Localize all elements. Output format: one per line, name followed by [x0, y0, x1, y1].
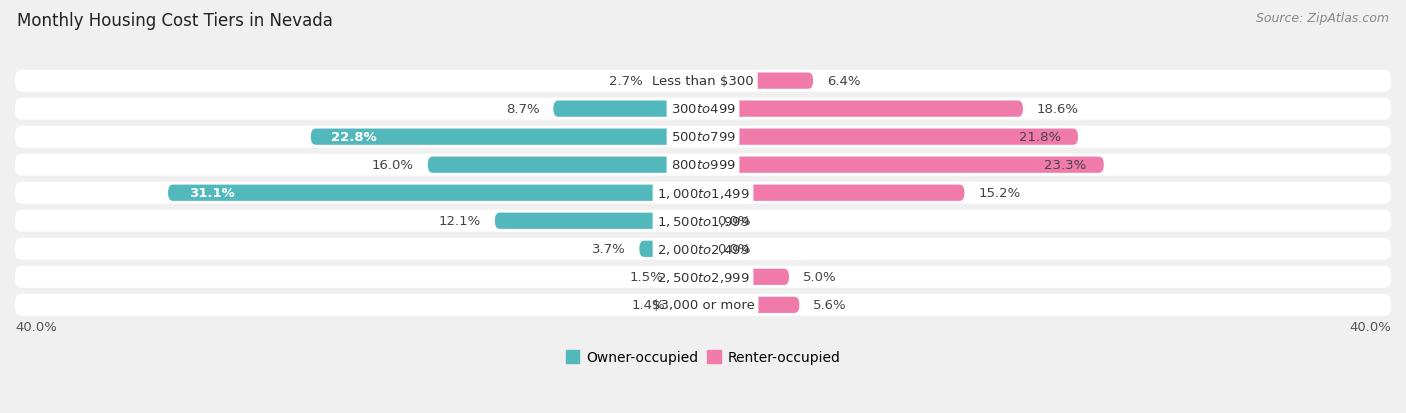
Text: 6.4%: 6.4% — [827, 75, 860, 88]
Text: 21.8%: 21.8% — [1018, 131, 1060, 144]
FancyBboxPatch shape — [15, 266, 1391, 288]
Text: 1.5%: 1.5% — [630, 271, 664, 284]
FancyBboxPatch shape — [169, 185, 703, 202]
Text: 3.7%: 3.7% — [592, 243, 626, 256]
Text: 23.3%: 23.3% — [1045, 159, 1087, 172]
FancyBboxPatch shape — [657, 74, 703, 90]
Text: 1.4%: 1.4% — [631, 299, 665, 311]
FancyBboxPatch shape — [15, 183, 1391, 204]
Text: 40.0%: 40.0% — [1350, 320, 1391, 333]
FancyBboxPatch shape — [703, 185, 965, 202]
FancyBboxPatch shape — [15, 126, 1391, 148]
Text: $2,000 to $2,499: $2,000 to $2,499 — [657, 242, 749, 256]
Text: $1,500 to $1,999: $1,500 to $1,999 — [657, 214, 749, 228]
Text: $3,000 or more: $3,000 or more — [651, 299, 755, 311]
FancyBboxPatch shape — [495, 213, 703, 229]
FancyBboxPatch shape — [15, 294, 1391, 316]
FancyBboxPatch shape — [15, 210, 1391, 232]
FancyBboxPatch shape — [703, 157, 1104, 173]
Legend: Owner-occupied, Renter-occupied: Owner-occupied, Renter-occupied — [560, 345, 846, 370]
Text: $500 to $799: $500 to $799 — [671, 131, 735, 144]
Text: 12.1%: 12.1% — [439, 215, 481, 228]
FancyBboxPatch shape — [640, 241, 703, 257]
Text: 18.6%: 18.6% — [1036, 103, 1078, 116]
Text: 5.0%: 5.0% — [803, 271, 837, 284]
Text: $1,000 to $1,499: $1,000 to $1,499 — [657, 186, 749, 200]
FancyBboxPatch shape — [703, 269, 789, 285]
Text: 5.6%: 5.6% — [813, 299, 846, 311]
FancyBboxPatch shape — [678, 269, 703, 285]
FancyBboxPatch shape — [703, 129, 1078, 145]
FancyBboxPatch shape — [15, 154, 1391, 176]
Text: 0.0%: 0.0% — [717, 243, 751, 256]
Text: Less than $300: Less than $300 — [652, 75, 754, 88]
FancyBboxPatch shape — [703, 74, 813, 90]
Text: 15.2%: 15.2% — [979, 187, 1021, 200]
FancyBboxPatch shape — [427, 157, 703, 173]
FancyBboxPatch shape — [703, 297, 800, 313]
FancyBboxPatch shape — [311, 129, 703, 145]
FancyBboxPatch shape — [679, 297, 703, 313]
Text: 2.7%: 2.7% — [609, 75, 643, 88]
Text: Monthly Housing Cost Tiers in Nevada: Monthly Housing Cost Tiers in Nevada — [17, 12, 333, 30]
Text: 22.8%: 22.8% — [332, 131, 377, 144]
Text: $800 to $999: $800 to $999 — [671, 159, 735, 172]
Text: Source: ZipAtlas.com: Source: ZipAtlas.com — [1256, 12, 1389, 25]
Text: 0.0%: 0.0% — [717, 215, 751, 228]
Text: $300 to $499: $300 to $499 — [671, 103, 735, 116]
Text: 8.7%: 8.7% — [506, 103, 540, 116]
Text: 31.1%: 31.1% — [188, 187, 235, 200]
FancyBboxPatch shape — [554, 101, 703, 117]
FancyBboxPatch shape — [15, 71, 1391, 93]
FancyBboxPatch shape — [15, 98, 1391, 120]
FancyBboxPatch shape — [15, 238, 1391, 260]
Text: 16.0%: 16.0% — [373, 159, 413, 172]
Text: 40.0%: 40.0% — [15, 320, 56, 333]
Text: $2,500 to $2,999: $2,500 to $2,999 — [657, 270, 749, 284]
FancyBboxPatch shape — [703, 101, 1024, 117]
